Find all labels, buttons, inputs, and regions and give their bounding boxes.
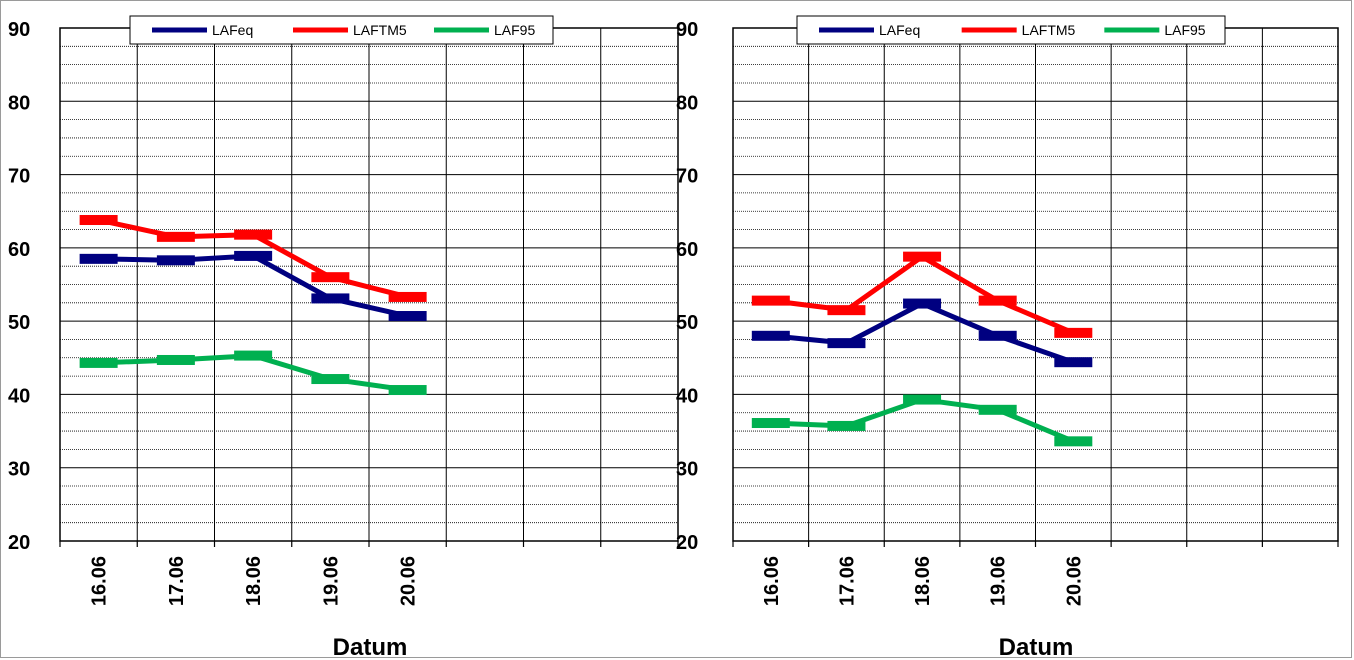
- data-marker-lafeq: [903, 298, 942, 309]
- data-marker-laf95: [234, 350, 273, 361]
- y-tick-label: 60: [8, 239, 30, 261]
- legend-label-lafeq: LAFeq: [879, 22, 920, 38]
- x-tick-label: 19.06: [988, 556, 1010, 606]
- data-marker-laf95: [1054, 436, 1093, 447]
- y-tick-label: 40: [676, 385, 698, 407]
- data-marker-laftm5: [903, 251, 942, 262]
- y-tick-label: 50: [676, 312, 698, 334]
- data-marker-lafeq: [1054, 357, 1093, 368]
- data-marker-lafeq: [79, 253, 118, 264]
- data-marker-lafeq: [388, 311, 427, 322]
- data-marker-laf95: [978, 404, 1017, 415]
- legend-label-lafeq: LAFeq: [212, 22, 253, 38]
- y-tick-label: 90: [8, 19, 30, 41]
- chart-left: 20 30 40 50 60 70 80 90 16.06 17.06 18.06 19.06 20.0…: [8, 15, 679, 660]
- legend-label-laf95: LAF95: [1164, 22, 1205, 38]
- y-tick-label: 50: [8, 312, 30, 334]
- y-tick-label: 40: [8, 385, 30, 407]
- x-axis-label: Datum: [333, 634, 408, 660]
- y-tick-label: 20: [676, 532, 698, 554]
- x-tick-label: 20.06: [398, 556, 420, 606]
- y-tick-label: 70: [8, 166, 30, 188]
- data-marker-laftm5: [388, 291, 427, 302]
- data-marker-laftm5: [978, 295, 1017, 306]
- y-tick-label: 80: [676, 92, 698, 114]
- legend-label-laf95: LAF95: [494, 22, 535, 38]
- data-marker-laf95: [311, 374, 350, 385]
- legend: LAFeq LAFTM5 LAF95: [129, 15, 554, 45]
- data-marker-laf95: [388, 385, 427, 396]
- data-marker-laftm5: [156, 231, 195, 242]
- x-tick-label: 17.06: [836, 556, 858, 606]
- x-tick-label: 16.06: [89, 556, 111, 606]
- y-tick-label: 30: [676, 459, 698, 481]
- x-tick-label: 20.06: [1063, 556, 1085, 606]
- data-marker-laftm5: [311, 272, 350, 283]
- data-marker-laf95: [156, 354, 195, 365]
- data-marker-laftm5: [1054, 327, 1093, 338]
- data-marker-laf95: [751, 418, 790, 429]
- y-tick-label: 80: [8, 92, 30, 114]
- legend: LAFeq LAFTM5 LAF95: [796, 15, 1226, 45]
- legend-label-laftm5: LAFTM5: [1022, 22, 1076, 38]
- data-marker-lafeq: [234, 250, 273, 261]
- data-marker-laftm5: [827, 305, 866, 316]
- data-marker-laf95: [827, 420, 866, 431]
- x-tick-label: 18.06: [912, 556, 934, 606]
- data-marker-lafeq: [827, 338, 866, 349]
- x-axis-label: Datum: [999, 634, 1074, 660]
- data-marker-laf95: [903, 394, 942, 405]
- data-marker-laf95: [79, 357, 118, 368]
- x-tick-label: 16.06: [761, 556, 783, 606]
- data-marker-laftm5: [79, 215, 118, 226]
- x-tick-label: 19.06: [320, 556, 342, 606]
- data-marker-laftm5: [234, 229, 273, 240]
- y-tick-label: 60: [676, 239, 698, 261]
- legend-label-laftm5: LAFTM5: [353, 22, 407, 38]
- y-tick-label: 70: [676, 166, 698, 188]
- y-tick-label: 30: [8, 459, 30, 481]
- data-marker-lafeq: [751, 330, 790, 341]
- y-tick-label: 20: [8, 532, 30, 554]
- chart-right: 20 30 40 50 60 70 80 90 16.06 17.06 18.06 19.06 20.0…: [676, 15, 1339, 660]
- x-tick-label: 18.06: [243, 556, 265, 606]
- data-marker-lafeq: [978, 330, 1017, 341]
- data-marker-lafeq: [311, 293, 350, 304]
- data-marker-laftm5: [751, 295, 790, 306]
- data-marker-lafeq: [156, 255, 195, 266]
- x-tick-label: 17.06: [166, 556, 188, 606]
- y-tick-label: 90: [676, 19, 698, 41]
